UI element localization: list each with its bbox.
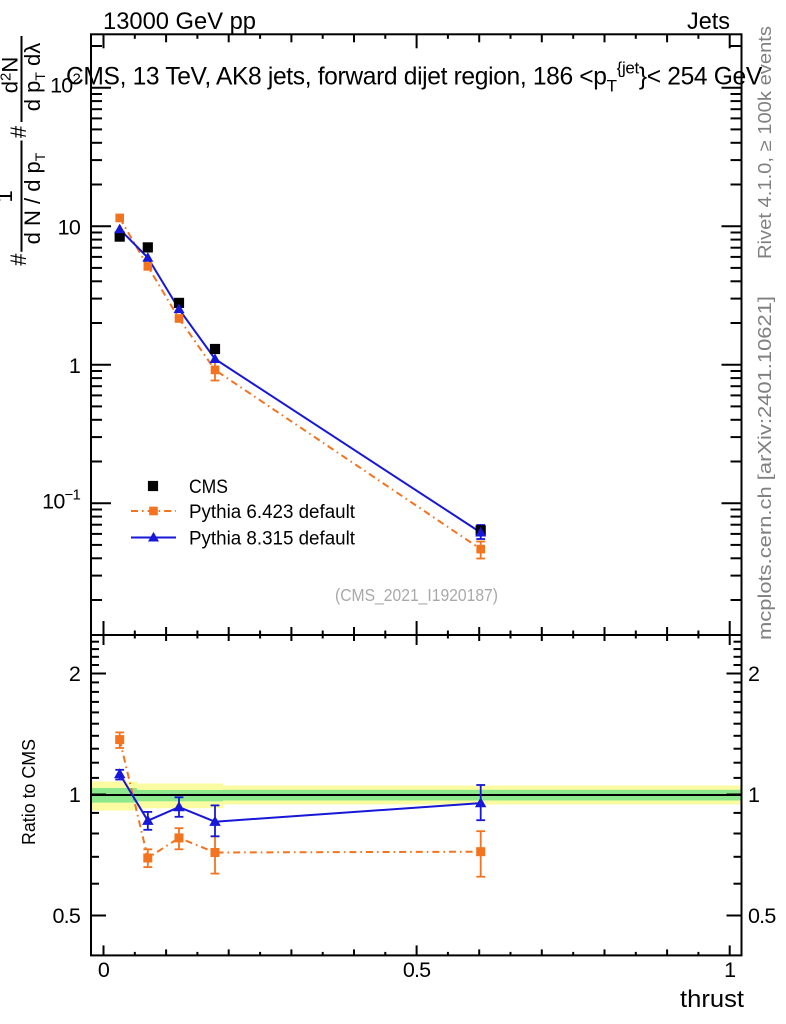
- svg-text:#: #: [6, 253, 31, 266]
- svg-text:#: #: [6, 125, 31, 138]
- svg-text:(CMS_2021_I1920187): (CMS_2021_I1920187): [335, 585, 498, 606]
- svg-text:10: 10: [58, 216, 81, 240]
- svg-text:d N / d pT: d N / d pT: [20, 152, 48, 244]
- svg-text:Pythia 8.315 default: Pythia 8.315 default: [189, 529, 356, 550]
- svg-text:1: 1: [748, 783, 759, 807]
- svg-text:2: 2: [69, 662, 80, 686]
- svg-text:CMS, 13 TeV, AK8 jets, forward: CMS, 13 TeV, AK8 jets, forward dijet reg…: [66, 59, 763, 96]
- svg-text:2: 2: [748, 662, 759, 686]
- svg-text:1: 1: [69, 354, 80, 378]
- svg-text:Ratio to CMS: Ratio to CMS: [18, 739, 39, 845]
- svg-text:0.5: 0.5: [748, 904, 776, 928]
- svg-text:Jets: Jets: [687, 8, 730, 35]
- svg-text:1: 1: [0, 190, 17, 202]
- svg-text:1: 1: [724, 958, 735, 982]
- svg-text:1: 1: [69, 783, 80, 807]
- svg-text:0: 0: [98, 958, 110, 982]
- svg-text:13000 GeV pp: 13000 GeV pp: [103, 8, 256, 35]
- svg-text:0.5: 0.5: [53, 904, 81, 928]
- svg-text:0.5: 0.5: [403, 958, 431, 982]
- svg-text:CMS: CMS: [189, 477, 228, 498]
- svg-text:Pythia 6.423 default: Pythia 6.423 default: [189, 502, 356, 523]
- svg-text:10−1: 10−1: [42, 487, 80, 514]
- svg-text:Rivet 4.1.0, ≥ 100k events: Rivet 4.1.0, ≥ 100k events: [755, 26, 775, 259]
- svg-text:d2N: d2N: [0, 57, 23, 93]
- svg-text:mcplots.cern.ch [arXiv:2401.10: mcplots.cern.ch [arXiv:2401.10621]: [755, 296, 775, 640]
- svg-text:thrust: thrust: [680, 986, 744, 1013]
